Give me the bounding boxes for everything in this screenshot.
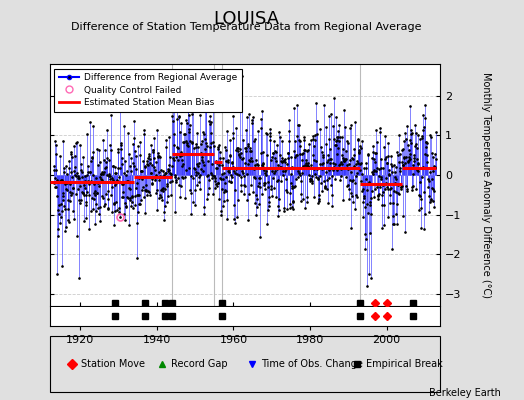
Text: Berkeley Earth: Berkeley Earth: [429, 388, 500, 398]
Text: Time of Obs. Change: Time of Obs. Change: [260, 359, 363, 369]
Text: Empirical Break: Empirical Break: [366, 359, 443, 369]
Legend: Difference from Regional Average, Quality Control Failed, Estimated Station Mean: Difference from Regional Average, Qualit…: [54, 68, 242, 112]
Text: LOUISA: LOUISA: [213, 10, 279, 28]
Y-axis label: Monthly Temperature Anomaly Difference (°C): Monthly Temperature Anomaly Difference (…: [481, 72, 491, 298]
Text: Station Move: Station Move: [81, 359, 145, 369]
Text: Record Gap: Record Gap: [171, 359, 227, 369]
Text: Difference of Station Temperature Data from Regional Average: Difference of Station Temperature Data f…: [71, 22, 421, 32]
